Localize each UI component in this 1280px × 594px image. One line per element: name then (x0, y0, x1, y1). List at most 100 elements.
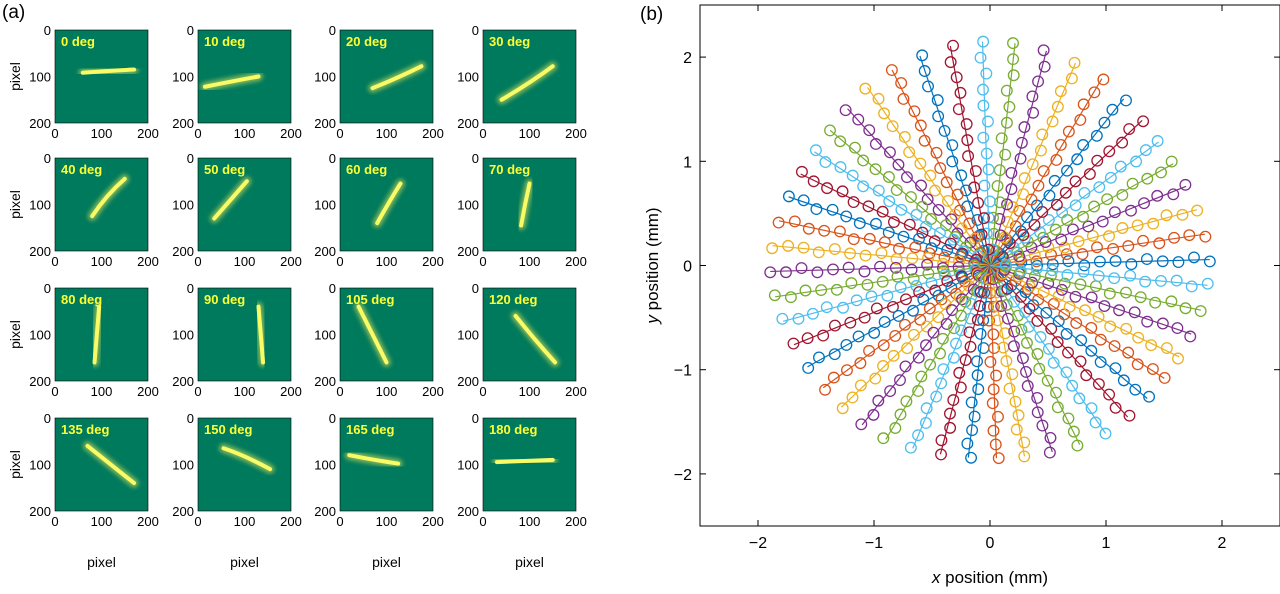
y-tick-label: 100 (457, 198, 479, 213)
data-point (1172, 352, 1184, 365)
data-point (1108, 206, 1121, 219)
x-tick-label: 0 (194, 126, 201, 141)
data-point (833, 225, 846, 238)
x-tick-label: 100 (376, 384, 398, 399)
data-point (1179, 302, 1192, 315)
data-point (932, 311, 945, 324)
data-point (916, 226, 929, 239)
data-point (1160, 209, 1173, 222)
y-tick-label: −1 (674, 363, 692, 380)
data-point (863, 124, 876, 137)
x-tick-label: 200 (137, 384, 159, 399)
data-point (869, 372, 882, 385)
angle-label: 40 deg (61, 162, 102, 177)
y-tick-label: 0 (44, 151, 51, 166)
data-point (1026, 90, 1039, 103)
data-point (1104, 171, 1117, 184)
data-point (923, 247, 936, 260)
data-point (935, 377, 948, 390)
data-point (1185, 280, 1198, 293)
frame-background (197, 287, 292, 382)
data-point (1147, 217, 1160, 230)
data-point (983, 195, 996, 208)
data-point (992, 452, 1005, 465)
data-point (909, 241, 922, 254)
y-tick-label: 0 (44, 281, 51, 296)
data-point (914, 157, 927, 170)
data-point (987, 383, 1000, 396)
beam-streak (370, 64, 424, 91)
data-point (954, 86, 967, 99)
data-point (990, 369, 1003, 382)
y-axis-title: pixel (7, 450, 23, 479)
x-axis-rest: position (mm) (940, 568, 1048, 587)
data-point (1065, 72, 1078, 85)
y-tick-label: −2 (674, 467, 692, 484)
data-point (1070, 317, 1083, 330)
data-point (766, 242, 779, 255)
data-point (1149, 296, 1162, 309)
data-point (1080, 369, 1093, 382)
data-point (999, 148, 1012, 161)
data-point (1007, 340, 1020, 353)
data-point (1089, 280, 1102, 293)
data-point (1083, 168, 1096, 180)
data-point (1055, 233, 1068, 246)
data-point (1172, 256, 1185, 268)
beam-streak (499, 64, 555, 102)
data-point (899, 360, 912, 373)
data-point (817, 329, 830, 342)
data-point (907, 328, 920, 341)
data-point (1094, 356, 1107, 369)
y-tick-label: 100 (457, 70, 479, 85)
y-tick-label: 100 (29, 198, 51, 213)
data-point (942, 194, 954, 207)
data-point (1062, 346, 1074, 359)
data-point (853, 217, 866, 230)
data-point (947, 39, 959, 52)
x-tick-label: 200 (280, 384, 302, 399)
data-point (1088, 200, 1101, 213)
data-point (827, 263, 839, 276)
data-point (827, 371, 840, 384)
data-point (937, 257, 950, 270)
data-point (1092, 378, 1105, 390)
data-point (965, 297, 978, 310)
data-point (927, 326, 940, 339)
data-point (821, 182, 834, 195)
y-tick-label: 100 (457, 328, 479, 343)
y-tick-label: 200 (29, 374, 51, 389)
beam-streak (85, 443, 137, 486)
data-point (1018, 450, 1031, 463)
x-tick-label: 200 (565, 514, 587, 529)
data-point (934, 226, 946, 239)
data-point (1117, 374, 1130, 387)
data-point (1077, 98, 1090, 111)
ray-series (836, 265, 991, 415)
data-point (830, 283, 843, 296)
data-point (1046, 115, 1059, 128)
data-point (815, 284, 828, 296)
data-point (1020, 365, 1032, 378)
data-point (977, 342, 990, 355)
data-point (1077, 139, 1090, 151)
data-point (956, 271, 969, 284)
data-point (1141, 315, 1154, 328)
beam-streak (347, 453, 401, 466)
data-point (980, 67, 993, 80)
data-point (882, 171, 895, 183)
angle-label: 180 deg (489, 422, 537, 437)
data-point (894, 374, 906, 387)
data-point (1033, 362, 1046, 375)
data-point (1183, 229, 1196, 242)
data-point (941, 275, 954, 287)
x-tick-label: 0 (986, 535, 995, 552)
angle-label: 165 deg (346, 422, 394, 437)
data-point (1103, 145, 1116, 158)
data-point (809, 144, 822, 157)
data-point (818, 224, 831, 237)
